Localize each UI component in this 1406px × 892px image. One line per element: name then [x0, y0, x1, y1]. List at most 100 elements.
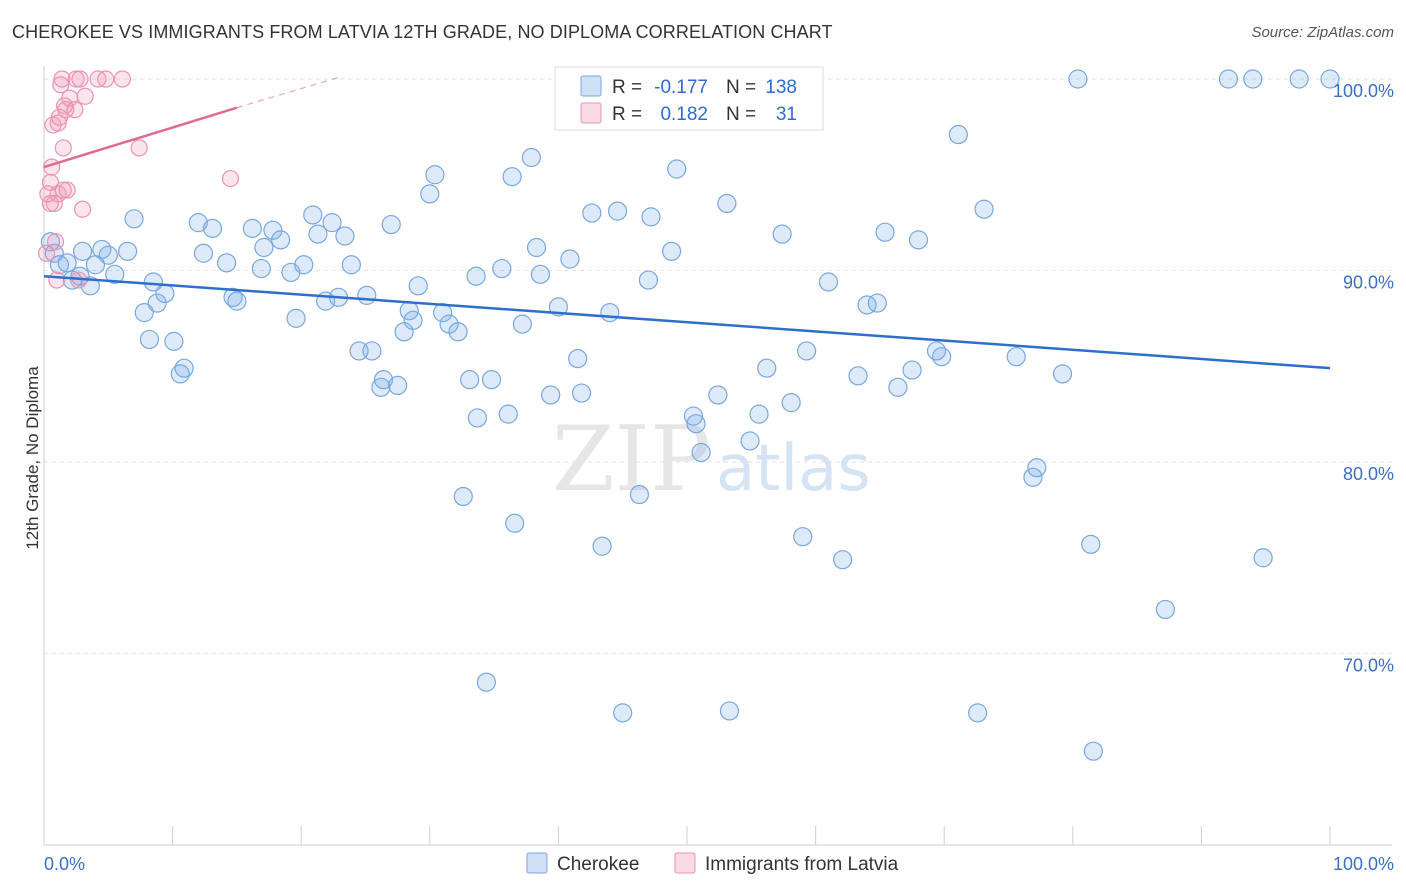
data-point [49, 255, 70, 275]
legend-swatch-cherokee [580, 75, 602, 97]
data-point [613, 703, 633, 723]
trend-lines [43, 76, 1331, 370]
data-point [772, 224, 792, 244]
data-point [453, 486, 473, 507]
data-point [781, 393, 801, 413]
data-point [388, 375, 408, 395]
data-point [54, 181, 72, 199]
data-point [117, 241, 138, 261]
data-point [49, 114, 67, 132]
watermark-zip: ZIP [552, 407, 711, 512]
data-point [217, 253, 237, 273]
data-point [341, 255, 361, 275]
y-tick-label: 70.0% [1343, 656, 1394, 676]
data-point [740, 431, 760, 451]
data-point [708, 385, 728, 405]
data-point [130, 139, 148, 157]
series-legend: Cherokee Immigrants from Latvia [526, 852, 899, 875]
data-point [322, 213, 342, 233]
data-point [796, 341, 817, 361]
data-point [67, 70, 85, 88]
data-point [867, 293, 887, 313]
data-point [80, 276, 100, 296]
data-point [505, 513, 525, 533]
data-point [571, 383, 592, 403]
data-point [147, 293, 167, 313]
data-point [667, 159, 687, 179]
data-point [223, 287, 243, 307]
data-point [155, 283, 175, 304]
data-point [124, 209, 144, 229]
legend-r-value-1: -0.177 [654, 77, 708, 98]
data-point [271, 230, 291, 250]
gridlines [44, 78, 1392, 654]
trend-line-latvia [43, 106, 238, 169]
data-point [1081, 534, 1101, 554]
data-point [1243, 69, 1263, 89]
data-point [164, 331, 184, 351]
data-point [308, 224, 328, 244]
data-point [71, 70, 89, 88]
watermark-atlas: atlas [716, 432, 871, 506]
data-point [227, 291, 247, 311]
y-tick-label: 90.0% [1343, 273, 1394, 293]
trend-line-latvia-extension [236, 76, 340, 109]
x-tick-label-max: 100.0% [1333, 854, 1394, 874]
data-point [105, 264, 125, 284]
y-tick-label: 100.0% [1333, 81, 1394, 101]
data-point [932, 347, 952, 367]
data-point [512, 314, 532, 334]
data-point [242, 218, 262, 238]
data-point [251, 258, 271, 279]
data-point [420, 184, 440, 204]
data-point [467, 408, 487, 428]
data-point [481, 370, 502, 390]
legend-n-value-2: 31 [776, 104, 797, 125]
data-point [568, 348, 588, 369]
data-point [968, 703, 988, 723]
data-point [1052, 364, 1073, 384]
data-point [66, 101, 84, 119]
data-point [1320, 69, 1340, 89]
data-point [502, 167, 522, 187]
data-point [174, 358, 194, 378]
data-point [221, 169, 240, 188]
data-point [848, 366, 868, 386]
y-axis-title: 12th Grade, No Diploma [23, 366, 42, 550]
data-point [691, 442, 711, 463]
data-point [72, 241, 93, 261]
data-point [40, 232, 61, 252]
data-point [719, 701, 740, 721]
data-point [335, 226, 355, 246]
data-point [408, 276, 428, 296]
data-point [833, 550, 853, 570]
data-point [98, 245, 118, 265]
stats-legend-box [554, 66, 824, 131]
data-point [875, 222, 895, 242]
legend-n-value-1: 138 [765, 77, 797, 98]
data-point [541, 385, 561, 405]
data-point [46, 233, 65, 251]
data-point [530, 264, 550, 284]
data-point [908, 230, 929, 250]
legend-n-label-2: N = [726, 104, 756, 125]
data-point [607, 201, 628, 221]
y-tick-labels: 70.0% 80.0% 90.0% 100.0% [1333, 81, 1394, 676]
data-point [948, 124, 968, 145]
data-point [139, 329, 160, 350]
data-point [492, 258, 512, 279]
data-point [448, 322, 468, 342]
data-point [97, 70, 115, 88]
data-point [793, 527, 813, 547]
data-point [600, 303, 620, 323]
data-point [113, 70, 132, 88]
data-point [357, 285, 377, 305]
legend-swatch-latvia [580, 102, 602, 124]
data-point [1253, 548, 1273, 568]
data-point [592, 536, 612, 556]
bottom-legend-swatch-latvia [674, 852, 696, 874]
series-latvia-points [37, 70, 240, 289]
data-point [683, 406, 704, 426]
legend-r-value-2: 0.182 [660, 104, 708, 125]
chart-source: Source: ZipAtlas.com [1251, 24, 1394, 41]
